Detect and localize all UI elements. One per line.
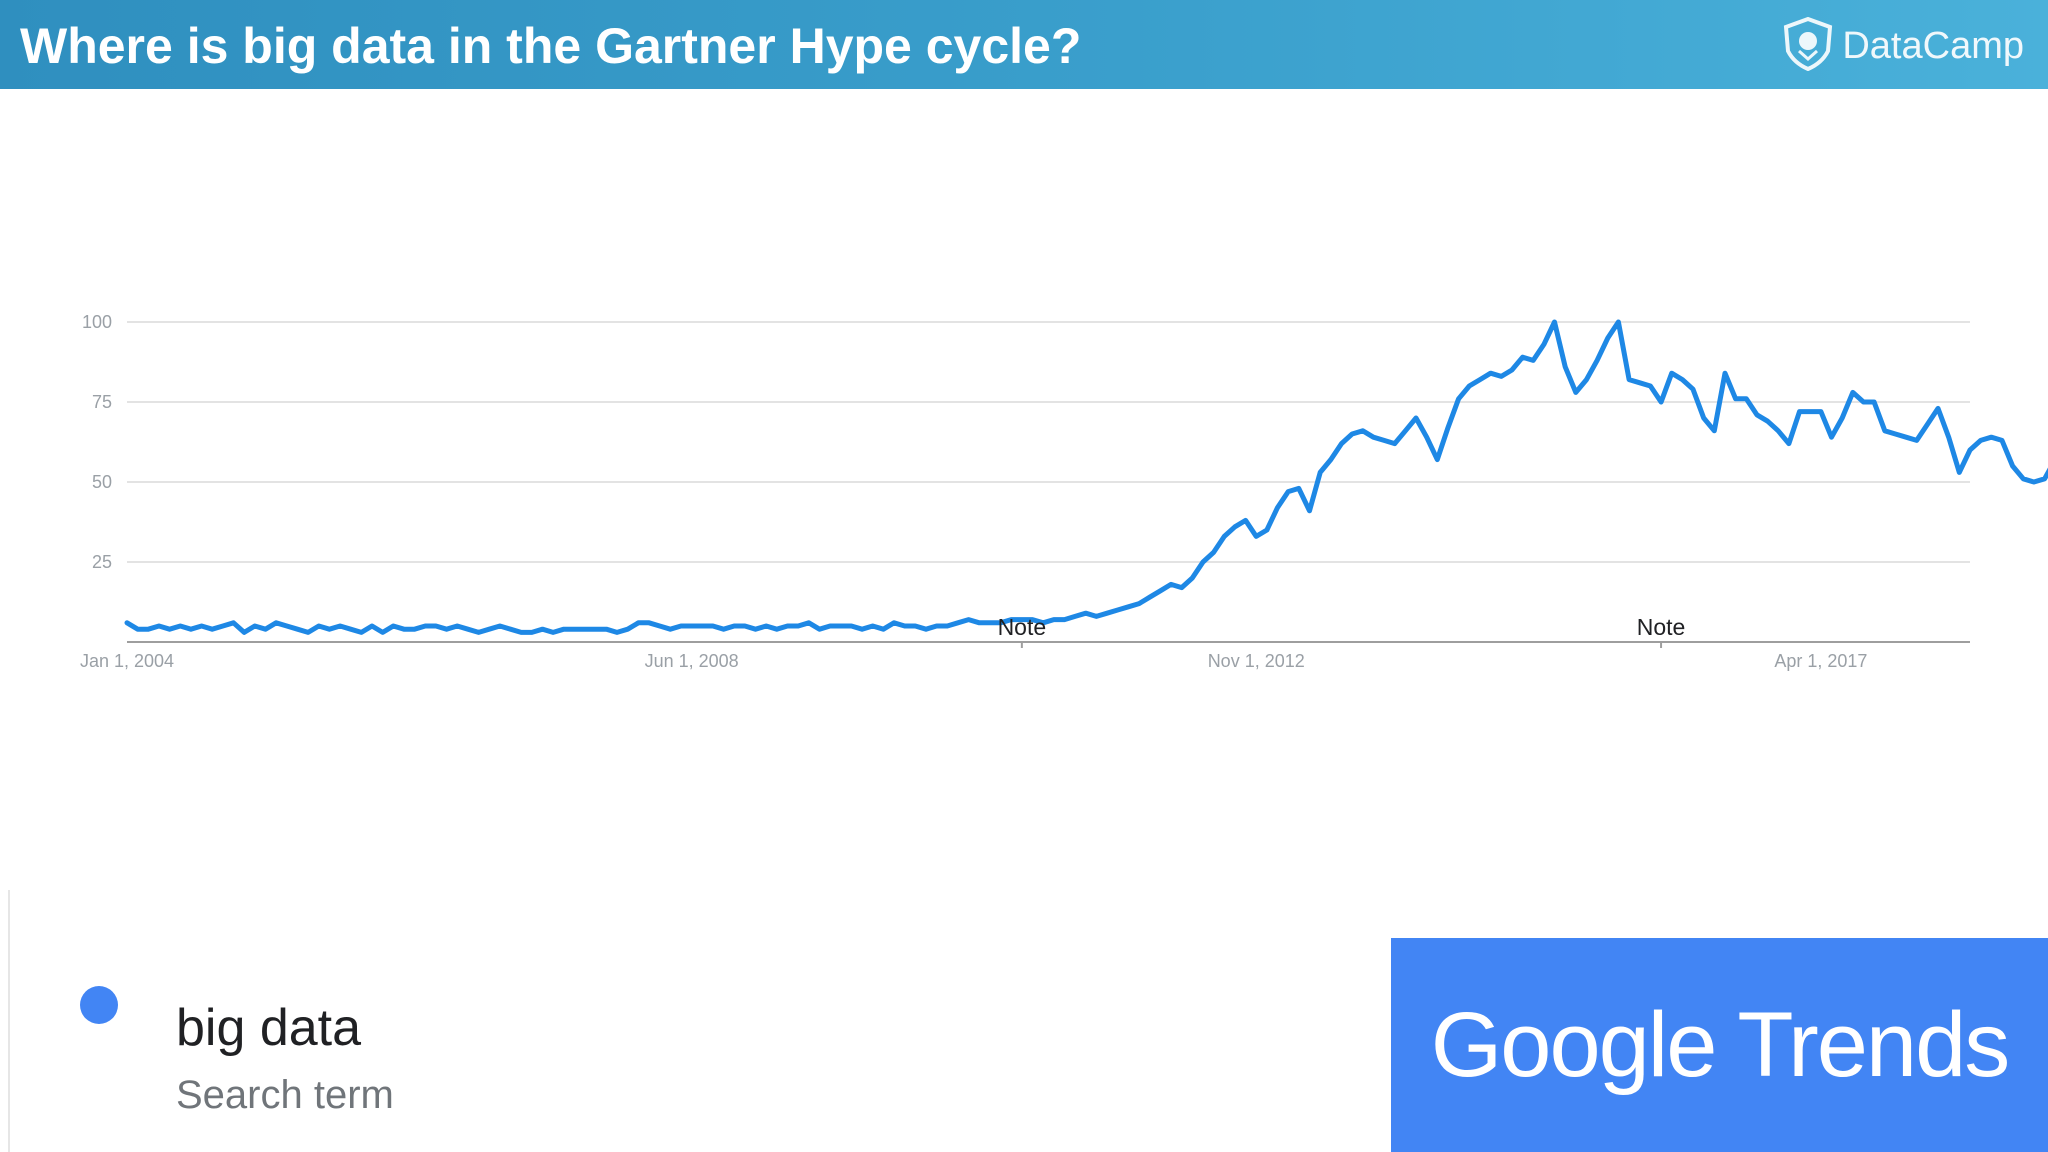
- x-tick-label: Nov 1, 2012: [1208, 651, 1305, 671]
- annotation-note: Note: [998, 614, 1047, 640]
- y-tick-label: 75: [92, 392, 112, 412]
- google-trends-logo-text: Google Trends: [1430, 993, 2010, 1096]
- slide-header: Where is big data in the Gartner Hype cy…: [0, 0, 2048, 89]
- annotation-note: Note: [1637, 614, 1686, 640]
- legend-series-dot: [80, 986, 118, 1024]
- datacamp-shield-icon: [1782, 16, 1834, 76]
- x-tick-label: Apr 1, 2017: [1774, 651, 1867, 671]
- y-tick-label: 100: [82, 312, 112, 332]
- x-axis-ticks: Jan 1, 2004 Jun 1, 2008 Nov 1, 2012 Apr 1, …: [80, 651, 1867, 671]
- legend: big data Search term: [8, 890, 1390, 1152]
- y-tick-label: 50: [92, 472, 112, 492]
- trend-chart: 25 50 75 100 Jan 1, 2004 Jun 1, 2008 Nov 1, 2…: [80, 312, 2048, 671]
- legend-search-term-label: Search term: [176, 1073, 394, 1117]
- series-line-big-data: [124, 319, 2048, 635]
- slide-title: Where is big data in the Gartner Hype cy…: [20, 18, 1082, 74]
- google-trends-logo: Google Trends: [1391, 938, 2048, 1152]
- x-tick-label: Jun 1, 2008: [645, 651, 739, 671]
- legend-search-term: big data: [176, 999, 362, 1057]
- chart-grid: [127, 321, 1970, 563]
- series-layer: [124, 319, 2048, 635]
- y-tick-label: 25: [92, 552, 112, 572]
- datacamp-brand: DataCamp: [1782, 16, 2024, 76]
- y-axis-ticks: 25 50 75 100: [82, 312, 112, 572]
- x-tick-label: Jan 1, 2004: [80, 651, 174, 671]
- annotation-layer: Note Note: [998, 614, 1686, 648]
- brand-name: DataCamp: [1842, 24, 2024, 67]
